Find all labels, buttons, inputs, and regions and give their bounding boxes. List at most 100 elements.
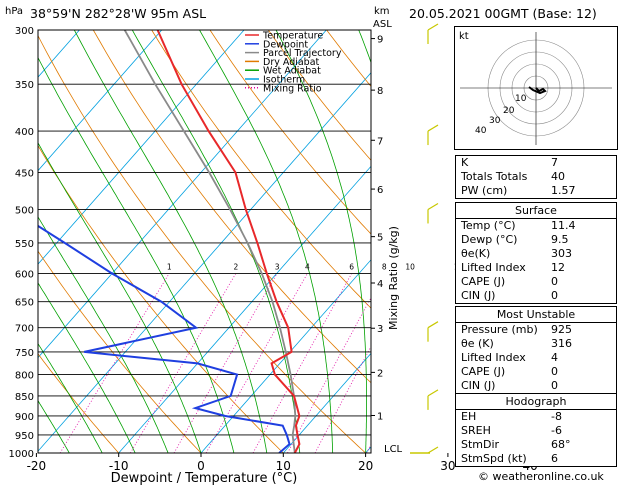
hodo-value: 68° (551, 438, 571, 451)
surface-row: CAPE (J) 0 (456, 275, 616, 289)
surface-row: Dewp (°C) 9.5 (456, 233, 616, 247)
surface-label: θe(K) (461, 247, 491, 260)
mixing-ratio-tick-label: 2 (233, 263, 238, 272)
legend-entry: Isotherm (263, 75, 305, 86)
hodograph-panel: kt 10 20 30 40 (454, 26, 618, 150)
temperature-tick-label: 20 (358, 459, 373, 473)
indices-table: K 7 Totals Totals 40 PW (cm) 1.57 (455, 155, 617, 199)
x-axis-label: Dewpoint / Temperature (°C) (111, 471, 298, 486)
wind-barb-flag (427, 23, 439, 31)
surface-value: 0 (551, 275, 558, 288)
mixing-ratio-tick-label: 3 (275, 263, 280, 272)
legend-entry: Parcel Trajectory (263, 48, 342, 59)
surface-table: Surface Temp (°C) 11.4 Dewp (°C) 9.5 θe(K)… (455, 202, 617, 304)
temperature-profile (156, 30, 301, 453)
legend-entry: Temperature (262, 31, 323, 42)
wet-adiabat-line (38, 342, 103, 453)
hodograph-ring-label-10: 10 (515, 94, 527, 104)
mu-value: 0 (551, 365, 558, 378)
wind-barbs (410, 23, 439, 454)
isotherm-line (200, 259, 371, 453)
plot-frame (37, 29, 372, 454)
temperature-tick-label: 0 (197, 459, 205, 473)
index-label: Totals Totals (461, 170, 528, 183)
profiles (38, 30, 301, 453)
km-tick-label: 8 (377, 86, 383, 97)
pressure-tick-label: 500 (15, 205, 34, 216)
km-tick-label: 4 (377, 279, 383, 290)
mu-value: 925 (551, 323, 572, 336)
most-unstable-title: Most Unstable (456, 307, 616, 323)
dewpoint-profile (38, 224, 291, 453)
mu-value: 4 (551, 351, 558, 364)
mixing-ratio-line (205, 273, 308, 453)
pressure-tick-label: 750 (15, 348, 34, 359)
pressure-tick-label: 650 (15, 298, 34, 309)
index-label: PW (cm) (461, 184, 508, 197)
station-info: 38°59'N 282°28'W 95m ASL (30, 6, 207, 21)
legend-entry: Mixing Ratio (263, 83, 322, 94)
surface-row: Lifted Index 12 (456, 261, 616, 275)
mu-label: θe (K) (461, 337, 494, 350)
isotherm-line (282, 352, 371, 453)
legend-entry: Dry Adiabat (263, 57, 320, 68)
isotherm-line (38, 30, 80, 78)
pressure-tick-label: 950 (15, 431, 34, 442)
temperature-tick-label: -10 (109, 459, 129, 473)
pressure-tick-label: 550 (15, 239, 34, 250)
mixing-ratio-tick-label: 4 (305, 263, 310, 272)
isotherm-line (118, 165, 371, 453)
wind-barb-flag (427, 446, 439, 454)
mixing-ratio-tick-label: 1 (167, 263, 172, 272)
surface-title: Surface (456, 203, 616, 219)
hodo-row: StmSpd (kt) 6 (456, 452, 616, 466)
surface-row: CIN (J) 0 (456, 289, 616, 303)
legend-entry: Wet Adiabat (263, 66, 321, 77)
datetime-info: 20.05.2021 00GMT (Base: 12) (409, 6, 597, 21)
pressure-tick-labels: 300 350 400 450 500 550 600 650 700 750 800 850 900 9… (9, 26, 34, 460)
mixing-ratio-axis-label: Mixing Ratio (g/kg) (387, 226, 400, 330)
hpa-label: hPa (5, 6, 23, 17)
dry-adiabat-line (209, 30, 371, 235)
surface-row: Temp (°C) 11.4 (456, 219, 616, 233)
hodo-label: EH (461, 410, 477, 423)
hodo-value: 6 (551, 452, 558, 465)
mu-row: θe (K) 316 (456, 337, 616, 351)
km-label: km (374, 6, 390, 17)
surface-row: θe(K) 303 (456, 247, 616, 261)
mixing-ratio-tick-label: 10 (405, 263, 415, 272)
hodograph-table: Hodograph EH -8 SREH -6 StmDir 68° StmSpd (… (455, 393, 617, 467)
wet-adiabat-line (431, 30, 455, 453)
surface-label: CIN (J) (461, 289, 496, 302)
km-tick-label: 5 (377, 233, 383, 244)
isotherm-line (38, 30, 327, 359)
mu-row: Lifted Index 4 (456, 351, 616, 365)
mu-row: CAPE (J) 0 (456, 365, 616, 379)
hodograph-trace (528, 86, 547, 95)
pressure-tick-label: 1000 (9, 449, 34, 460)
mixing-ratio-line (366, 443, 371, 453)
km-tick-label: 2 (377, 368, 383, 379)
hodograph-ring-label-20: 20 (503, 106, 515, 116)
mixing-ratio-line (314, 345, 371, 453)
mixing-ratio-tick-label: 6 (349, 263, 354, 272)
temperature-tick-label: -20 (27, 459, 47, 473)
mixing-ratio-line (252, 273, 353, 453)
index-value: 40 (551, 170, 565, 183)
hodo-value: -8 (551, 410, 562, 423)
mu-label: Pressure (mb) (461, 323, 538, 336)
parcel-trajectory-profile (123, 30, 297, 453)
mu-row: Pressure (mb) 925 (456, 323, 616, 337)
mu-label: Lifted Index (461, 351, 526, 364)
pressure-tick-label: 800 (15, 371, 34, 382)
km-tick-label: 6 (377, 185, 383, 196)
wind-barb-flag (427, 202, 439, 210)
hodograph-unit-label: kt (459, 31, 469, 42)
wet-adiabat-line (38, 56, 235, 453)
pressure-tick-label: 300 (15, 26, 34, 37)
pressure-tick-label: 900 (15, 412, 34, 423)
pressure-tick-label: 450 (15, 168, 34, 179)
mixing-ratio-line (59, 273, 170, 453)
surface-value: 11.4 (551, 219, 576, 232)
